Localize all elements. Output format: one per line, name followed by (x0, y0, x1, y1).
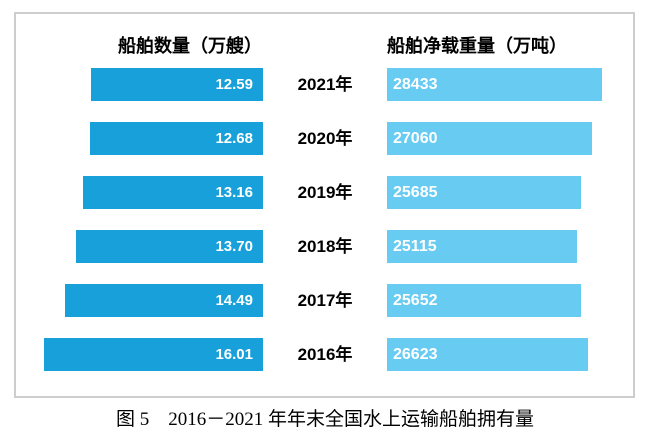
chart-row: 13.16 2019年 25685 (0, 176, 650, 209)
figure-caption: 图 5 2016－2021 年年末全国水上运输船舶拥有量 (115, 409, 534, 430)
ships-value-label: 12.68 (215, 130, 253, 147)
tonnage-bar: 25652 (387, 284, 581, 317)
tonnage-bar: 26623 (387, 338, 588, 371)
ships-value-label: 13.16 (215, 184, 253, 201)
year-label: 2018年 (297, 237, 353, 256)
tonnage-value-label: 26623 (393, 346, 438, 363)
chart-row: 14.49 2017年 25652 (0, 284, 650, 317)
ships-bar: 12.68 (90, 122, 263, 155)
chart-row: 12.59 2021年 28433 (0, 68, 650, 101)
year-label: 2016年 (297, 345, 353, 364)
ships-bar: 13.16 (83, 176, 263, 209)
ships-value-label: 16.01 (215, 346, 253, 363)
chart-row: 16.01 2016年 26623 (0, 338, 650, 371)
tonnage-bar: 27060 (387, 122, 592, 155)
tonnage-value-label: 25652 (393, 292, 438, 309)
year-label: 2017年 (297, 291, 353, 310)
tonnage-value-label: 25685 (393, 184, 438, 201)
ships-value-label: 12.59 (215, 76, 253, 93)
ships-bar: 13.70 (76, 230, 263, 263)
ships-value-label: 13.70 (215, 238, 253, 255)
ships-bar: 12.59 (91, 68, 263, 101)
tonnage-bar: 25685 (387, 176, 581, 209)
tonnage-value-label: 25115 (393, 238, 437, 255)
year-label: 2021年 (297, 75, 353, 94)
year-label: 2020年 (297, 129, 353, 148)
tonnage-value-label: 27060 (393, 130, 438, 147)
tonnage-value-label: 28433 (393, 76, 438, 93)
ships-bar: 16.01 (44, 338, 263, 371)
chart-row: 13.70 2018年 25115 (0, 230, 650, 263)
ships-value-label: 14.49 (215, 292, 253, 309)
ships-bar: 14.49 (65, 284, 263, 317)
tonnage-bar: 28433 (387, 68, 602, 101)
chart-row: 12.68 2020年 27060 (0, 122, 650, 155)
year-label: 2019年 (297, 183, 353, 202)
right-series-header: 船舶净载重量（万吨） (387, 36, 567, 56)
tonnage-bar: 25115 (387, 230, 577, 263)
left-series-header: 船舶数量（万艘） (118, 36, 262, 56)
